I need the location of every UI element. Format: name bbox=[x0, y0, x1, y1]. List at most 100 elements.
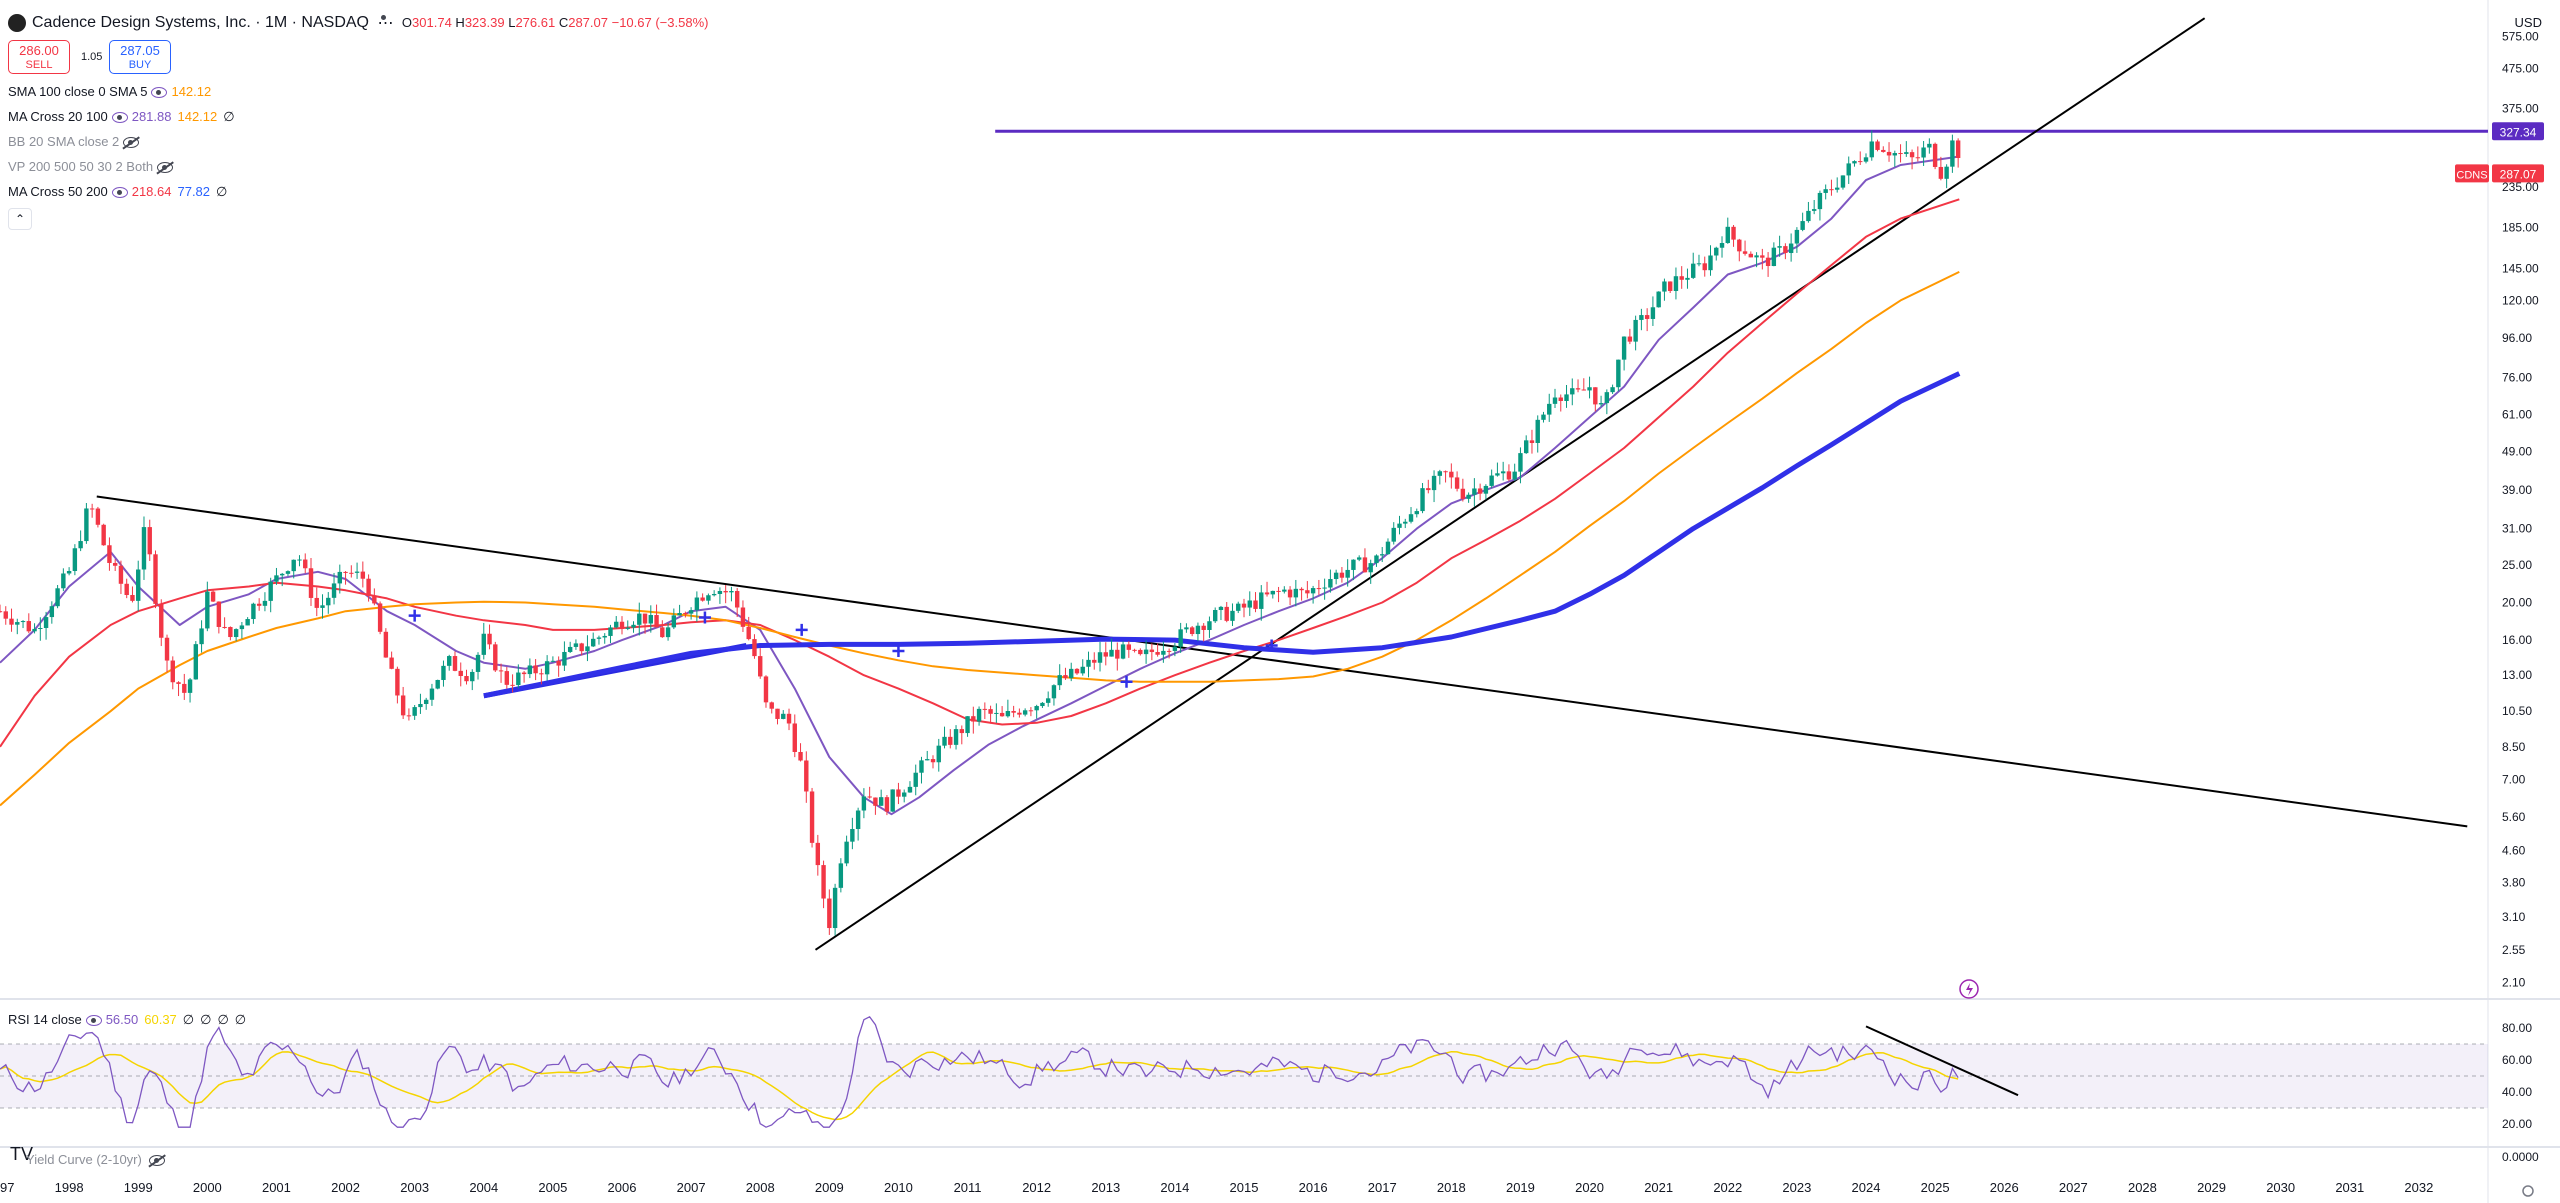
candle-body[interactable] bbox=[164, 637, 170, 661]
candle-body[interactable] bbox=[320, 605, 325, 608]
candle-body[interactable] bbox=[1909, 152, 1915, 158]
candle-body[interactable] bbox=[896, 789, 901, 797]
candle-body[interactable] bbox=[855, 810, 861, 829]
candle-body[interactable] bbox=[1547, 403, 1552, 415]
visibility-off-icon[interactable] bbox=[123, 137, 140, 149]
candle-body[interactable] bbox=[1086, 659, 1091, 667]
candle-body[interactable] bbox=[1057, 675, 1062, 686]
candle-body[interactable] bbox=[1650, 307, 1656, 319]
candle-body[interactable] bbox=[1166, 650, 1172, 652]
candle-body[interactable] bbox=[1500, 471, 1506, 474]
candle-body[interactable] bbox=[314, 597, 319, 608]
candle-body[interactable] bbox=[1069, 668, 1074, 679]
candle-body[interactable] bbox=[1904, 152, 1909, 154]
candle-body[interactable] bbox=[1598, 403, 1604, 405]
candle-body[interactable] bbox=[1040, 702, 1045, 707]
candle-body[interactable] bbox=[1115, 649, 1120, 659]
candle-body[interactable] bbox=[1575, 388, 1581, 390]
candle-body[interactable] bbox=[0, 611, 3, 613]
candle-body[interactable] bbox=[1477, 488, 1483, 494]
candle-body[interactable] bbox=[55, 588, 60, 607]
candle-body[interactable] bbox=[1201, 625, 1206, 630]
visibility-off-icon[interactable] bbox=[149, 1155, 166, 1167]
candle-body[interactable] bbox=[585, 646, 590, 652]
candle-body[interactable] bbox=[1213, 610, 1218, 622]
candle-body[interactable] bbox=[84, 508, 89, 542]
candle-body[interactable] bbox=[1391, 527, 1396, 542]
candle-body[interactable] bbox=[1028, 710, 1034, 712]
candle-body[interactable] bbox=[1224, 606, 1229, 621]
candle-body[interactable] bbox=[775, 708, 780, 719]
candle-body[interactable] bbox=[1541, 414, 1546, 420]
candle-body[interactable] bbox=[948, 736, 953, 745]
candle-body[interactable] bbox=[9, 618, 14, 625]
candle-body[interactable] bbox=[734, 590, 740, 608]
candle-body[interactable] bbox=[1236, 603, 1241, 611]
candle-body[interactable] bbox=[1178, 629, 1183, 647]
candle-body[interactable] bbox=[556, 660, 561, 666]
ma-series-line[interactable] bbox=[0, 155, 1960, 816]
candle-body[interactable] bbox=[1869, 141, 1874, 158]
candle-body[interactable] bbox=[1742, 251, 1748, 254]
candle-body[interactable] bbox=[3, 611, 8, 619]
candle-body[interactable] bbox=[1610, 387, 1615, 393]
candle-body[interactable] bbox=[953, 729, 959, 745]
candle-body[interactable] bbox=[838, 863, 844, 888]
candle-body[interactable] bbox=[1351, 559, 1356, 570]
candle-body[interactable] bbox=[412, 707, 417, 716]
candle-body[interactable] bbox=[1535, 419, 1540, 443]
symbol-title[interactable]: Cadence Design Systems, Inc. · 1M · NASD… bbox=[32, 14, 369, 32]
candle-body[interactable] bbox=[1708, 255, 1713, 271]
candle-body[interactable] bbox=[677, 613, 682, 616]
candle-body[interactable] bbox=[1264, 592, 1270, 595]
candle-body[interactable] bbox=[176, 682, 181, 684]
candle-body[interactable] bbox=[562, 651, 567, 666]
candle-body[interactable] bbox=[1892, 153, 1897, 156]
candle-body[interactable] bbox=[1667, 281, 1673, 291]
candle-body[interactable] bbox=[1011, 711, 1016, 713]
candle-body[interactable] bbox=[308, 568, 314, 598]
rsi-line[interactable] bbox=[0, 1015, 1959, 1128]
candle-body[interactable] bbox=[15, 622, 20, 625]
candle-body[interactable] bbox=[1132, 649, 1137, 651]
candle-body[interactable] bbox=[1604, 392, 1610, 404]
candle-body[interactable] bbox=[1282, 589, 1287, 592]
indicator-legend-item[interactable]: MA Cross 50 200 218.64 77.82 ∅ bbox=[8, 184, 233, 200]
candle-body[interactable] bbox=[1253, 600, 1258, 609]
candle-body[interactable] bbox=[262, 600, 268, 606]
candle-body[interactable] bbox=[1702, 263, 1707, 271]
candle-body[interactable] bbox=[1783, 246, 1788, 254]
candle-body[interactable] bbox=[850, 828, 855, 842]
candle-body[interactable] bbox=[804, 760, 809, 792]
candle-body[interactable] bbox=[832, 887, 838, 929]
candle-body[interactable] bbox=[1673, 276, 1679, 291]
candle-body[interactable] bbox=[452, 656, 458, 671]
candle-body[interactable] bbox=[1587, 387, 1592, 391]
candle-body[interactable] bbox=[1731, 226, 1736, 240]
candle-body[interactable] bbox=[1339, 572, 1345, 578]
candle-body[interactable] bbox=[614, 621, 619, 628]
candle-body[interactable] bbox=[1449, 471, 1454, 478]
candle-body[interactable] bbox=[354, 571, 360, 573]
candle-body[interactable] bbox=[458, 670, 463, 677]
candle-body[interactable] bbox=[395, 668, 400, 696]
candle-body[interactable] bbox=[976, 708, 982, 722]
candle-body[interactable] bbox=[1863, 157, 1869, 162]
candle-body[interactable] bbox=[694, 597, 700, 611]
candle-body[interactable] bbox=[228, 627, 233, 638]
candle-body[interactable] bbox=[1898, 153, 1903, 155]
candle-body[interactable] bbox=[504, 671, 510, 685]
candle-body[interactable] bbox=[913, 772, 918, 787]
candle-body[interactable] bbox=[72, 548, 78, 571]
candle-body[interactable] bbox=[1570, 388, 1575, 395]
candle-body[interactable] bbox=[343, 571, 348, 573]
candle-body[interactable] bbox=[1097, 652, 1103, 663]
candle-body[interactable] bbox=[1189, 627, 1195, 635]
candle-body[interactable] bbox=[377, 603, 383, 632]
candle-body[interactable] bbox=[1685, 277, 1690, 280]
candle-body[interactable] bbox=[1633, 319, 1638, 342]
candle-body[interactable] bbox=[199, 628, 204, 645]
candle-body[interactable] bbox=[521, 672, 527, 675]
rsi-ma-line[interactable] bbox=[0, 1050, 1959, 1121]
candle-body[interactable] bbox=[827, 898, 832, 929]
